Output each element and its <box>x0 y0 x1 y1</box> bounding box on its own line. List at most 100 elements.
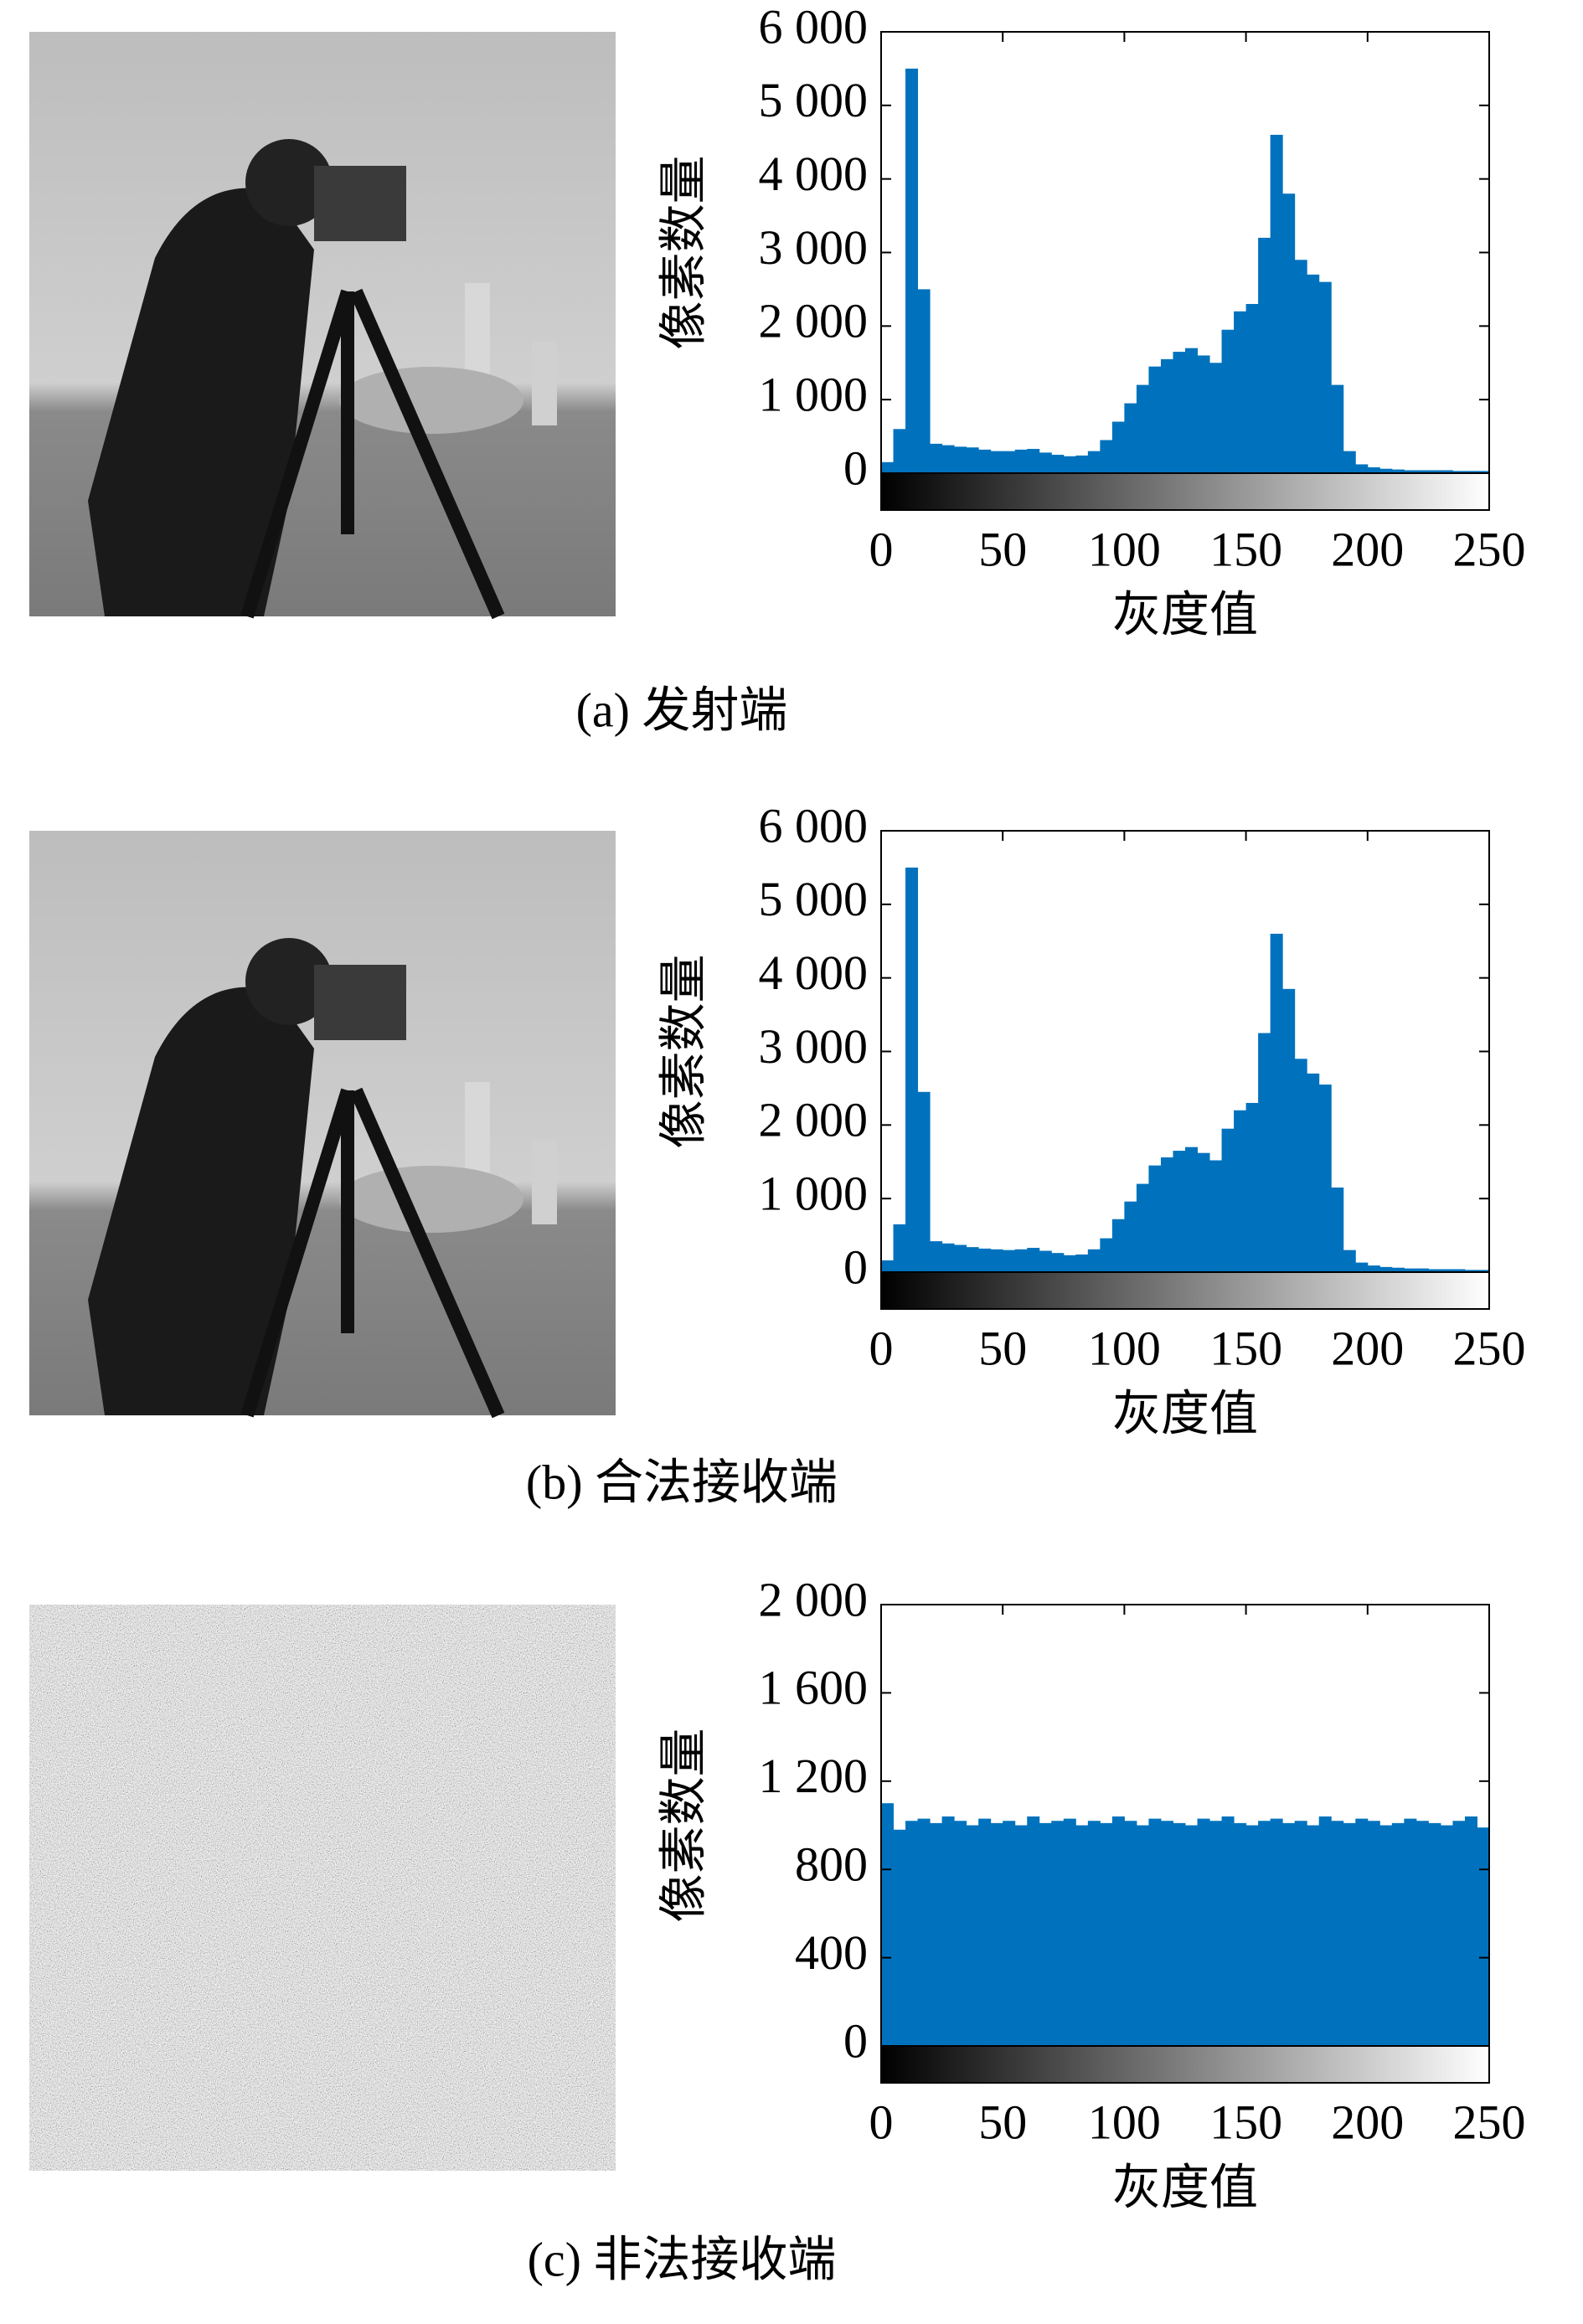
histogram-bar <box>905 68 919 474</box>
x-tick-label: 50 <box>978 1321 1027 1375</box>
histogram-bar <box>1440 1825 1453 2046</box>
histogram-bar <box>1087 451 1101 473</box>
histogram-bar <box>1355 1262 1369 1272</box>
histogram-bar <box>1234 1110 1247 1272</box>
y-tick-label: 400 <box>795 1925 868 1980</box>
histogram-bar <box>1100 1822 1113 2046</box>
histogram-bar <box>1343 1250 1356 1272</box>
histogram-bar <box>1415 1268 1429 1272</box>
y-tick-label: 4 000 <box>759 147 869 201</box>
histogram-bar <box>1148 1818 1162 2046</box>
y-tick-label: 5 000 <box>759 73 869 127</box>
histogram-bar <box>978 449 992 473</box>
histogram-bar <box>1415 470 1429 473</box>
histogram-bar <box>1197 1818 1210 2046</box>
histogram-bar <box>881 1803 895 2046</box>
histogram-bar <box>893 429 906 473</box>
x-tick-label: 150 <box>1209 2095 1282 2149</box>
histogram-bar <box>893 1829 906 2046</box>
histogram-bar <box>1331 384 1344 473</box>
histogram-bar <box>1294 1059 1307 1272</box>
histogram-bar <box>930 1241 943 1272</box>
histogram-bar <box>1100 1238 1113 1272</box>
histogram-bar <box>1111 1219 1125 1272</box>
histogram-bar <box>1136 1183 1149 1272</box>
histogram-bar <box>1234 311 1247 473</box>
histogram-bar <box>1245 1825 1259 2046</box>
histogram-bar <box>1136 384 1149 473</box>
histogram-bar <box>917 1091 931 1272</box>
histogram-bar <box>1452 1821 1466 2046</box>
y-tick-label: 5 000 <box>759 872 869 926</box>
histogram-bar <box>1343 451 1356 473</box>
histogram-bar <box>1234 1822 1247 2046</box>
x-tick-label: 50 <box>978 522 1027 576</box>
histogram-bar <box>1209 1160 1223 1272</box>
histogram-bar <box>1307 274 1320 473</box>
histogram-bar <box>1075 1254 1089 1272</box>
histogram-bar <box>1039 452 1052 473</box>
histogram-bar <box>1051 1821 1065 2046</box>
x-tick-label: 100 <box>1088 2095 1161 2149</box>
y-tick-label: 2 000 <box>759 1572 869 1626</box>
histogram-bar <box>1003 1250 1016 1272</box>
histogram-bar <box>1197 355 1210 473</box>
histogram-bar <box>917 289 931 473</box>
y-axis-label: 像素数量 <box>656 155 710 349</box>
histogram-bar <box>1270 933 1283 1272</box>
x-tick-label: 250 <box>1453 522 1526 576</box>
y-tick-label: 2 000 <box>759 1093 869 1147</box>
histogram-bar <box>941 1816 955 2046</box>
histogram-bar <box>1355 1818 1369 2046</box>
histogram-bar <box>1379 1266 1393 1272</box>
histogram-bar <box>1440 1269 1453 1272</box>
y-tick-label: 1 000 <box>759 1166 869 1220</box>
histogram-bar <box>1173 1151 1186 1272</box>
x-tick-label: 0 <box>869 2095 894 2149</box>
histogram-bar <box>881 1260 895 1272</box>
histogram-bar <box>1014 1249 1028 1272</box>
x-tick-label: 100 <box>1088 1321 1161 1375</box>
histogram-bar <box>1209 363 1223 473</box>
histogram-bar <box>893 1224 906 1272</box>
histogram-bar <box>1039 1250 1052 1272</box>
histogram-bar <box>1173 1822 1186 2046</box>
histogram-bar <box>1124 1821 1137 2046</box>
histogram-bar <box>954 1821 967 2046</box>
histogram-bar <box>1027 1248 1040 1272</box>
x-tick-label: 250 <box>1453 2095 1526 2149</box>
histogram-bar <box>978 1248 992 1272</box>
histogram-bar <box>990 1249 1003 1272</box>
histogram-bar <box>1136 1825 1149 2046</box>
histogram-bar <box>954 446 967 473</box>
histogram-bar <box>978 1818 992 2046</box>
histogram-bar <box>1014 1825 1028 2046</box>
histogram-bar <box>1318 281 1332 473</box>
histogram-bar <box>1148 1165 1162 1272</box>
photo <box>29 32 616 616</box>
x-tick-label: 50 <box>978 2095 1027 2149</box>
histogram-bar <box>1063 456 1076 473</box>
y-tick-label: 3 000 <box>759 220 869 275</box>
histogram-bar <box>1160 1821 1173 2046</box>
photo <box>29 831 616 1415</box>
histogram-bar <box>1258 1033 1271 1272</box>
x-tick-label: 0 <box>869 522 894 576</box>
histogram-bar <box>1221 1128 1235 1272</box>
histogram-bar <box>1428 1822 1441 2046</box>
histogram-bar <box>1477 1270 1490 1272</box>
histogram-bar <box>1027 449 1040 473</box>
x-tick-label: 250 <box>1453 1321 1526 1375</box>
histogram-bar <box>1464 1270 1477 1272</box>
histogram-bar <box>1014 449 1028 473</box>
caption: (b) 合法接收端 <box>526 1455 838 1509</box>
histogram-bar <box>1063 1818 1076 2046</box>
histogram-bar <box>1063 1255 1076 1272</box>
histogram-bar <box>1027 1816 1040 2046</box>
histogram-bar <box>966 1247 979 1272</box>
x-tick-label: 200 <box>1331 1321 1404 1375</box>
histogram-bar <box>1428 1269 1441 1272</box>
histogram-bar <box>1307 1073 1320 1272</box>
y-tick-label: 0 <box>843 2013 868 2068</box>
y-tick-label: 6 000 <box>759 0 869 54</box>
